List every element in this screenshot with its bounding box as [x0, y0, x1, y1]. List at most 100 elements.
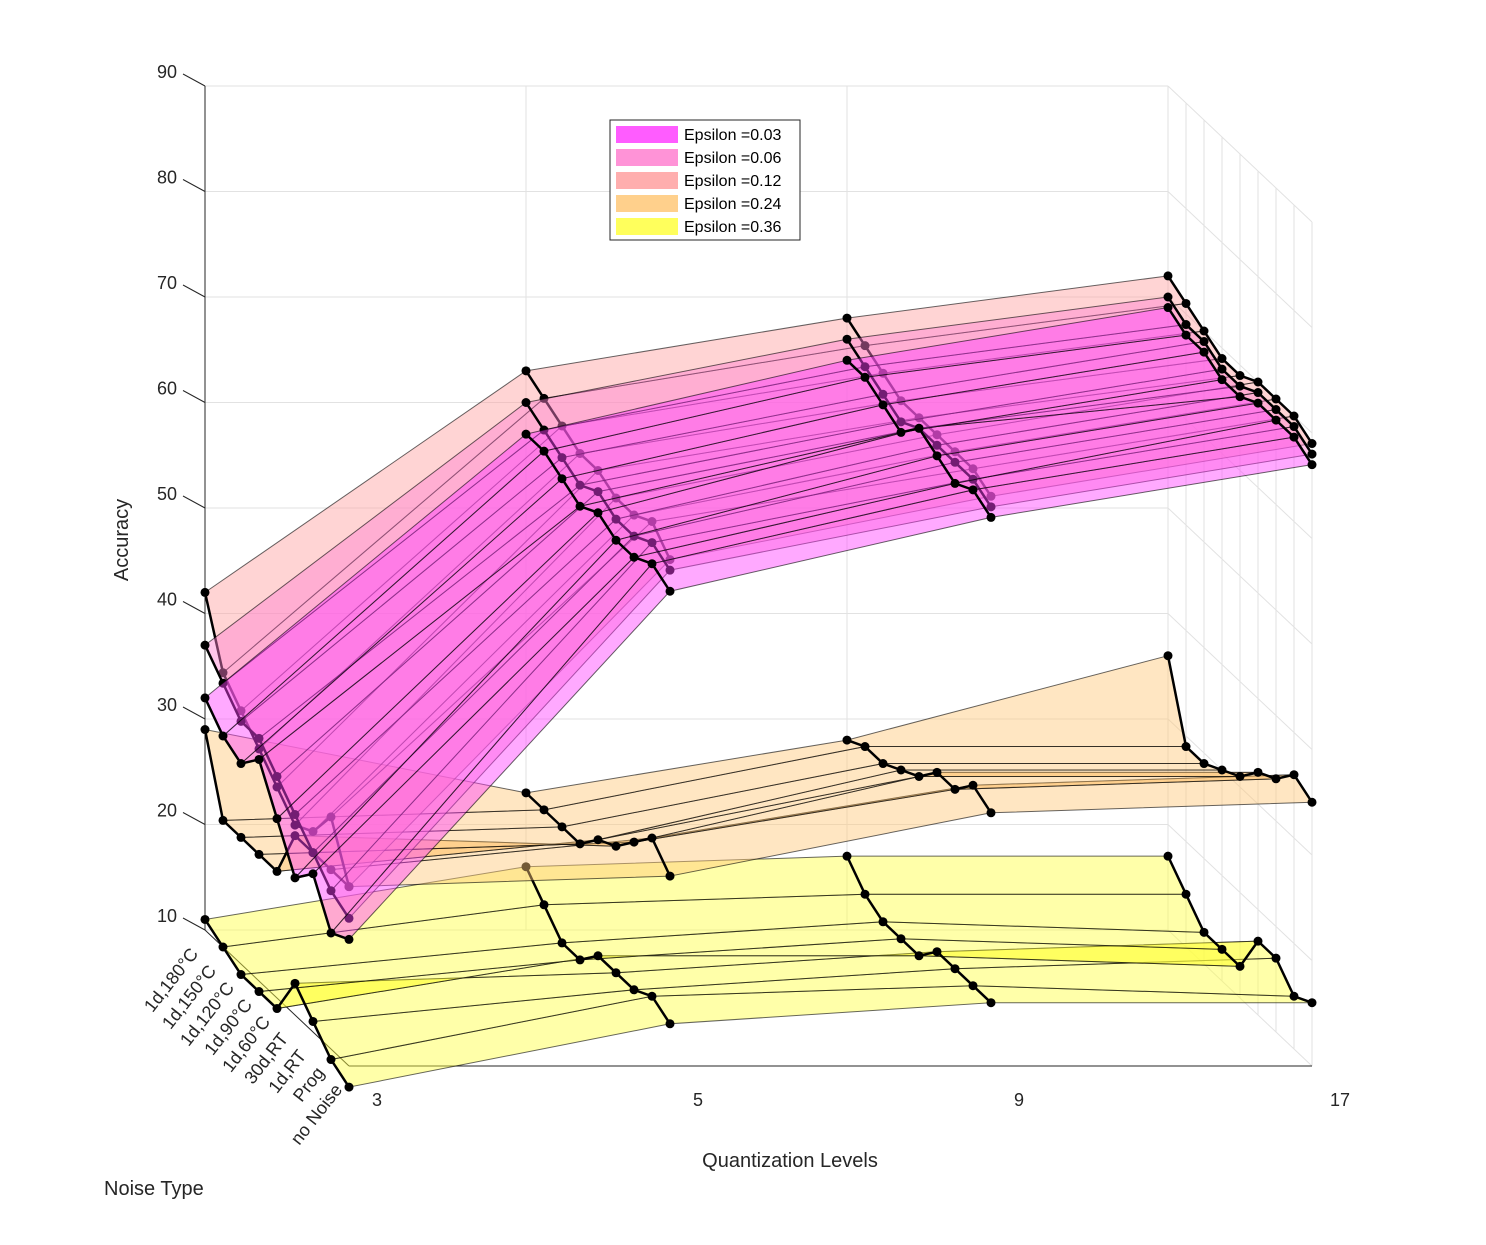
data-point [1307, 439, 1317, 449]
data-point [1199, 759, 1209, 769]
legend-swatch [616, 195, 678, 212]
data-point [200, 587, 210, 597]
data-point [521, 429, 531, 439]
data-point [932, 947, 942, 957]
data-point [254, 744, 264, 754]
data-point [1253, 936, 1263, 946]
data-point [968, 981, 978, 991]
z-tick-labels: 10 20 30 40 50 60 70 80 90 [157, 62, 177, 926]
data-point [665, 565, 675, 575]
data-point [1181, 320, 1191, 330]
legend-swatch [616, 126, 678, 143]
data-point [860, 372, 870, 382]
data-point [878, 917, 888, 927]
data-point [1199, 337, 1209, 347]
data-point [521, 366, 531, 376]
surface-4 [200, 651, 1317, 892]
data-point [290, 831, 300, 841]
data-point [896, 396, 906, 406]
data-point [254, 733, 264, 743]
data-point [860, 362, 870, 372]
x-tick-label: 3 [372, 1090, 382, 1110]
surfaces [200, 271, 1317, 1092]
data-point [986, 491, 996, 501]
data-point [557, 822, 567, 832]
data-point [1199, 326, 1209, 336]
data-point [932, 767, 942, 777]
data-point [575, 480, 585, 490]
z-tick-label: 70 [157, 273, 177, 293]
data-point [1289, 770, 1299, 780]
surface-patch [863, 746, 1206, 765]
data-point [611, 841, 621, 851]
data-point [593, 951, 603, 961]
data-point [1307, 460, 1317, 470]
data-point [539, 900, 549, 910]
data-point [611, 968, 621, 978]
data-point [986, 808, 996, 818]
data-point [860, 889, 870, 899]
z-tick-mark [182, 812, 206, 825]
data-point [539, 805, 549, 815]
z-tick-mark [182, 601, 206, 614]
z-tick-mark [182, 390, 206, 403]
data-point [344, 882, 354, 892]
data-point [1307, 449, 1317, 459]
data-point [1235, 371, 1245, 381]
data-point [218, 815, 228, 825]
data-point [896, 765, 906, 775]
data-point [557, 453, 567, 463]
data-point [647, 833, 657, 843]
surface-patch [882, 763, 1223, 771]
y-axis-title: Noise Type [104, 1178, 204, 1200]
data-point [1217, 364, 1227, 374]
data-point [950, 447, 960, 457]
legend-label: Epsilon =0.36 [684, 219, 782, 236]
data-point [575, 501, 585, 511]
z-tick-mark [182, 179, 206, 192]
data-point [200, 914, 210, 924]
data-point [629, 531, 639, 541]
data-point [968, 464, 978, 474]
data-point [968, 474, 978, 484]
data-point [290, 820, 300, 830]
data-point [986, 998, 996, 1008]
data-point [254, 987, 264, 997]
grid [182, 73, 1313, 1067]
data-point [593, 835, 603, 845]
data-point [1163, 303, 1173, 313]
legend: Epsilon =0.03 Epsilon =0.06 Epsilon =0.12 E… [609, 119, 801, 241]
data-point [842, 851, 852, 861]
data-point [254, 849, 264, 859]
data-point [593, 487, 603, 497]
legend-swatch [616, 172, 678, 189]
data-point [272, 866, 282, 876]
data-point [200, 725, 210, 735]
data-point [1199, 927, 1209, 937]
data-point [308, 1016, 318, 1026]
data-point [236, 716, 246, 726]
data-point [665, 586, 675, 596]
data-point [290, 978, 300, 988]
data-point [860, 341, 870, 351]
data-point [1289, 411, 1299, 421]
data-point [896, 427, 906, 437]
data-point [1271, 394, 1281, 404]
surface-3 [200, 271, 1317, 892]
data-point [557, 474, 567, 484]
z-tick-mark [182, 495, 206, 509]
data-point [914, 951, 924, 961]
data-point [290, 810, 300, 820]
data-point [629, 837, 639, 847]
data-point [1271, 953, 1281, 963]
data-point [878, 759, 888, 769]
data-point [914, 771, 924, 781]
data-point [914, 423, 924, 433]
data-point [611, 535, 621, 545]
data-point [629, 552, 639, 562]
x-tick-label: 9 [1014, 1090, 1024, 1110]
data-point [1181, 330, 1191, 340]
data-point [344, 1082, 354, 1092]
